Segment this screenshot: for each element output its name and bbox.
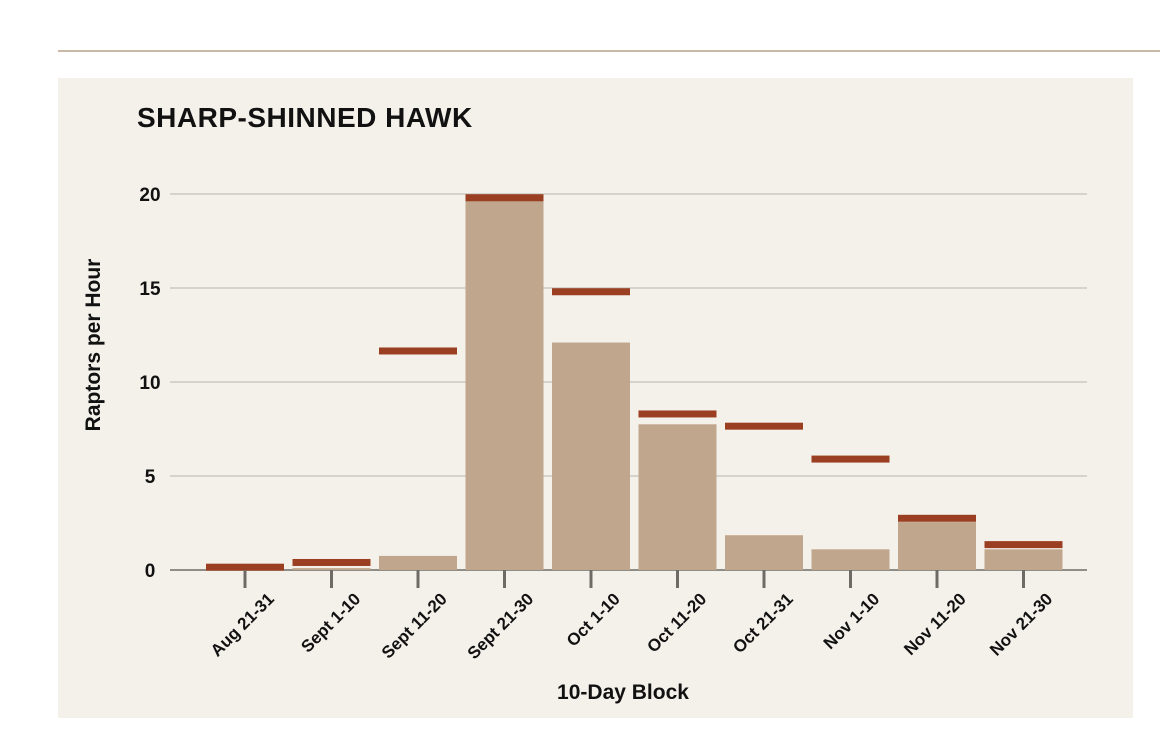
- x-tick-label: Sept 21-30: [464, 589, 538, 663]
- x-axis: Aug 21-31 Sept 1-10 Sept 11-20 Sept 21-30 Oc…: [207, 570, 1056, 663]
- x-tick-label: Nov 1-10: [820, 589, 884, 653]
- bars: [292, 199, 1063, 570]
- x-tick-label: Oct 1-10: [563, 589, 624, 650]
- top-divider: [58, 50, 1160, 52]
- y-tick-label: 15: [139, 279, 161, 300]
- chart-title: SHARP-SHINNED HAWK: [137, 102, 473, 133]
- x-tick-label: Nov 11-20: [900, 589, 970, 659]
- reference-marker: [725, 422, 803, 430]
- bar: [725, 535, 803, 570]
- bar: [292, 568, 371, 570]
- reference-marker: [206, 563, 284, 571]
- reference-marker: [898, 514, 976, 522]
- reference-marker: [638, 410, 717, 418]
- y-tick-label: 0: [145, 561, 156, 582]
- reference-marker: [379, 347, 457, 355]
- reference-marker: [984, 541, 1063, 549]
- x-tick-label: Aug 21-31: [207, 589, 278, 660]
- reference-marker: [292, 558, 371, 566]
- bar: [898, 522, 976, 570]
- reference-marker: [465, 194, 544, 202]
- x-tick-label: Sept 11-20: [378, 589, 451, 662]
- x-tick-label: Nov 21-30: [986, 589, 1056, 659]
- x-tick-label: Oct 21-31: [729, 589, 797, 657]
- x-axis-label: 10-Day Block: [557, 681, 689, 704]
- y-tick-label: 5: [145, 467, 156, 488]
- reference-marker: [811, 455, 890, 463]
- bar: [638, 424, 717, 570]
- x-tick-label: Oct 11-20: [643, 589, 710, 656]
- y-axis-label: Raptors per Hour: [82, 259, 105, 432]
- bar: [379, 555, 457, 570]
- y-tick-label: 10: [139, 373, 160, 394]
- reference-marker: [552, 288, 630, 296]
- bar: [552, 342, 630, 570]
- x-tick-label: Sept 1-10: [297, 589, 364, 656]
- bar: [984, 549, 1063, 570]
- bar: [811, 549, 890, 570]
- y-axis-ticks: 0 5 10 15 20: [139, 185, 161, 582]
- bar: [465, 199, 544, 570]
- y-tick-label: 20: [139, 185, 160, 206]
- reference-markers: [206, 194, 1063, 571]
